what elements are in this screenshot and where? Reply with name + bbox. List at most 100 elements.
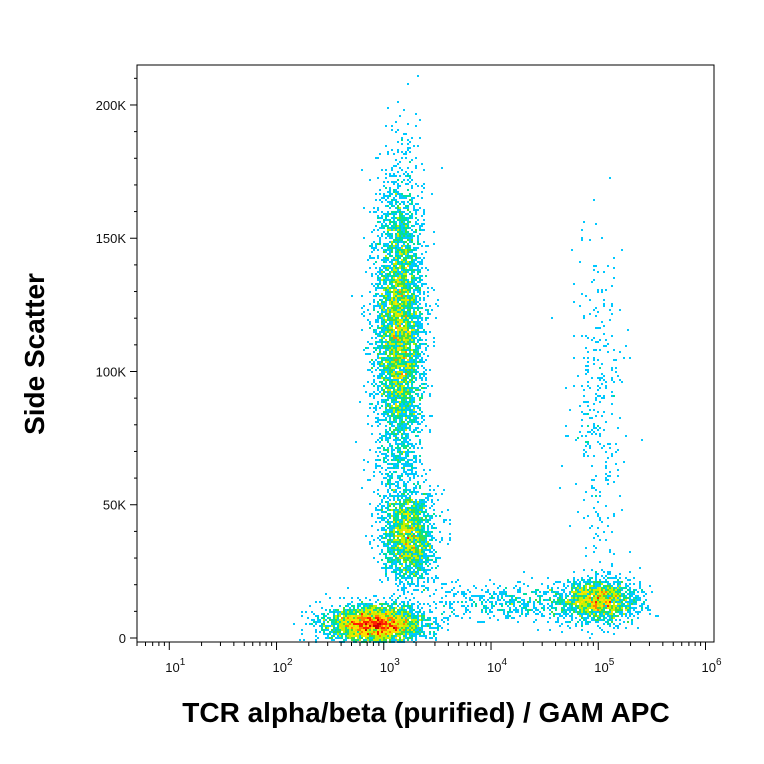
event-point (405, 517, 407, 519)
event-point (403, 133, 405, 135)
event-point (397, 349, 399, 351)
event-point (365, 605, 367, 607)
event-point (427, 519, 429, 521)
event-point (513, 587, 515, 589)
event-point (625, 591, 627, 593)
event-point (387, 519, 389, 521)
event-point (425, 515, 427, 517)
event-point (385, 533, 387, 535)
event-point (389, 361, 391, 363)
event-point (415, 343, 417, 345)
event-point (417, 243, 419, 245)
event-point (421, 317, 423, 319)
event-point (411, 579, 413, 581)
event-point (415, 527, 417, 529)
event-point (411, 213, 413, 215)
event-point (361, 611, 363, 613)
event-point (411, 537, 413, 539)
event-point (395, 315, 397, 317)
event-point (393, 333, 395, 335)
event-point (379, 331, 381, 333)
event-point (403, 201, 405, 203)
event-point (413, 543, 415, 545)
event-point (419, 525, 421, 527)
event-point (591, 605, 593, 607)
event-point (617, 601, 619, 603)
event-point (395, 421, 397, 423)
event-point (427, 309, 429, 311)
event-point (411, 377, 413, 379)
event-point (401, 565, 403, 567)
event-point (363, 349, 365, 351)
event-point (395, 159, 397, 161)
event-point (377, 249, 379, 251)
event-point (419, 545, 421, 547)
event-point (409, 217, 411, 219)
event-point (403, 225, 405, 227)
event-point (401, 229, 403, 231)
event-point (401, 611, 403, 613)
event-point (395, 223, 397, 225)
event-point (589, 581, 591, 583)
event-point (421, 511, 423, 513)
event-point (601, 597, 603, 599)
event-point (399, 559, 401, 561)
event-point (411, 609, 413, 611)
event-point (413, 573, 415, 575)
event-point (425, 541, 427, 543)
event-point (369, 313, 371, 315)
event-point (395, 441, 397, 443)
event-point (409, 519, 411, 521)
event-point (385, 383, 387, 385)
event-point (421, 529, 423, 531)
event-point (617, 605, 619, 607)
event-point (377, 505, 379, 507)
event-point (385, 125, 387, 127)
event-point (417, 389, 419, 391)
event-point (581, 611, 583, 613)
event-point (413, 547, 415, 549)
event-point (405, 487, 407, 489)
event-point (397, 285, 399, 287)
event-point (401, 435, 403, 437)
event-point (385, 399, 387, 401)
event-point (413, 235, 415, 237)
event-point (605, 339, 607, 341)
event-point (389, 303, 391, 305)
event-point (321, 607, 323, 609)
event-point (509, 603, 511, 605)
event-point (383, 325, 385, 327)
event-point (643, 603, 645, 605)
event-point (557, 601, 559, 603)
event-point (399, 327, 401, 329)
event-point (377, 209, 379, 211)
event-point (379, 579, 381, 581)
event-point (395, 397, 397, 399)
event-point (375, 349, 377, 351)
event-point (413, 515, 415, 517)
event-point (401, 139, 403, 141)
event-point (393, 393, 395, 395)
event-point (369, 393, 371, 395)
event-point (397, 609, 399, 611)
event-point (427, 355, 429, 357)
event-point (419, 271, 421, 273)
event-point (411, 493, 413, 495)
event-point (417, 423, 419, 425)
event-point (377, 319, 379, 321)
event-point (629, 571, 631, 573)
event-point (589, 583, 591, 585)
event-point (591, 433, 593, 435)
event-point (415, 553, 417, 555)
event-point (429, 569, 431, 571)
event-point (581, 591, 583, 593)
event-point (417, 203, 419, 205)
event-point (411, 199, 413, 201)
event-point (401, 405, 403, 407)
event-point (385, 301, 387, 303)
event-point (411, 383, 413, 385)
event-point (415, 387, 417, 389)
event-point (581, 229, 583, 231)
event-point (339, 605, 341, 607)
event-point (493, 605, 495, 607)
